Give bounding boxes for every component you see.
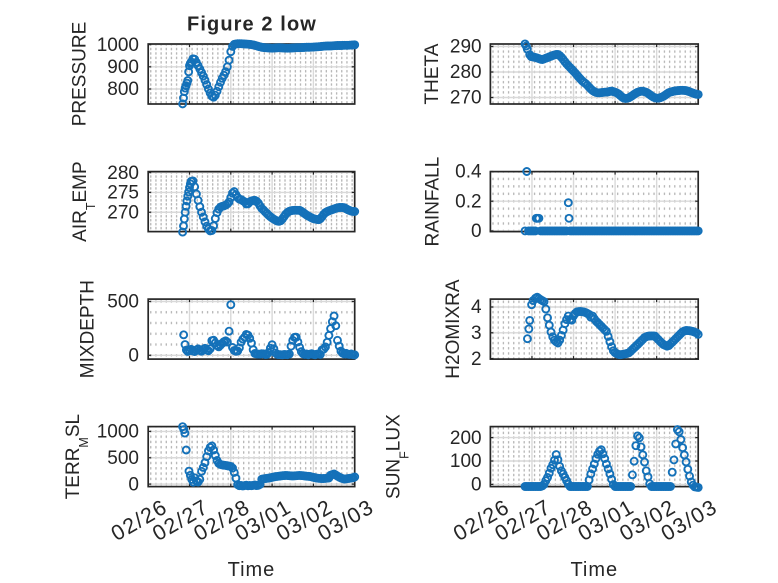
svg-text:800: 800 bbox=[107, 79, 139, 100]
svg-text:AIRT​EMP: AIRT​EMP bbox=[70, 161, 98, 242]
svg-text:1000: 1000 bbox=[97, 422, 139, 443]
svg-text:270: 270 bbox=[107, 202, 139, 223]
svg-text:4: 4 bbox=[471, 297, 482, 318]
svg-text:SUNF​LUX: SUNF​LUX bbox=[384, 414, 412, 499]
svg-text:2: 2 bbox=[471, 349, 482, 370]
svg-text:500: 500 bbox=[107, 448, 139, 469]
svg-text:100: 100 bbox=[450, 451, 482, 472]
svg-text:0: 0 bbox=[471, 475, 482, 496]
svg-text:200: 200 bbox=[450, 428, 482, 449]
svg-text:MIXDEPTH: MIXDEPTH bbox=[78, 280, 99, 378]
svg-text:270: 270 bbox=[450, 88, 482, 109]
svg-text:THETA: THETA bbox=[422, 43, 443, 104]
svg-text:H2OMIXRA: H2OMIXRA bbox=[443, 279, 464, 379]
svg-text:PRESSURE: PRESSURE bbox=[70, 22, 91, 127]
svg-text:280: 280 bbox=[450, 62, 482, 83]
svg-text:0.4: 0.4 bbox=[455, 162, 482, 183]
svg-text:275: 275 bbox=[107, 183, 139, 204]
svg-text:RAINFALL: RAINFALL bbox=[423, 157, 444, 247]
svg-text:Time: Time bbox=[570, 559, 618, 581]
svg-text:500: 500 bbox=[107, 292, 139, 313]
svg-text:3: 3 bbox=[471, 323, 482, 344]
svg-text:0: 0 bbox=[128, 346, 139, 367]
svg-text:0: 0 bbox=[471, 221, 482, 242]
svg-text:0.2: 0.2 bbox=[455, 191, 481, 212]
svg-text:280: 280 bbox=[107, 163, 139, 184]
svg-text:TERRM​SL: TERRM​SL bbox=[63, 414, 91, 499]
svg-text:0: 0 bbox=[128, 474, 139, 495]
svg-text:Figure 2 low: Figure 2 low bbox=[187, 14, 317, 36]
svg-text:290: 290 bbox=[450, 37, 482, 58]
svg-text:1000: 1000 bbox=[97, 35, 139, 56]
svg-text:Time: Time bbox=[228, 559, 276, 581]
svg-text:900: 900 bbox=[107, 57, 139, 78]
